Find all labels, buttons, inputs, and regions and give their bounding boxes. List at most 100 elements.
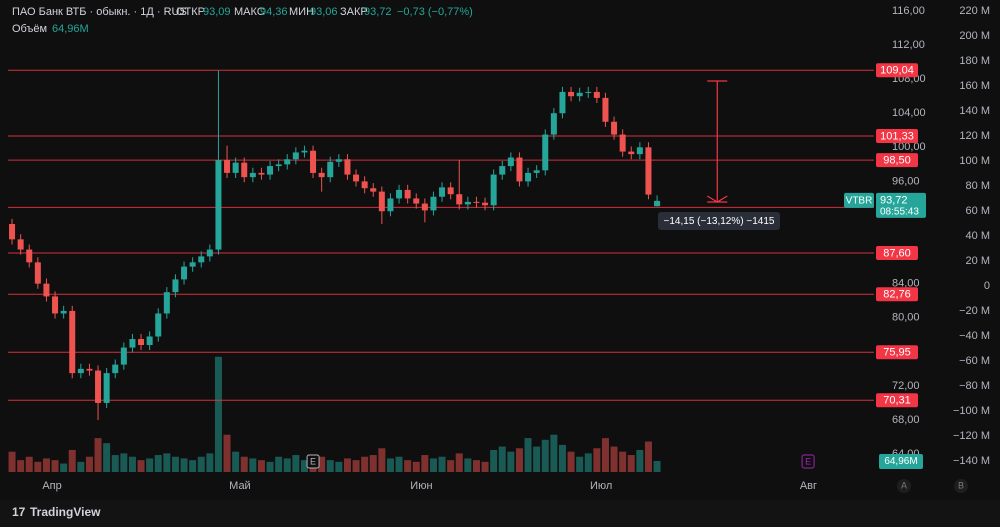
open: 93,09 (203, 6, 231, 18)
y2-tick-label: −40 M (959, 330, 990, 342)
volume-bar (429, 458, 437, 472)
volume-bar (644, 441, 652, 472)
y2-tick-label: 120 M (959, 130, 990, 142)
level-tag (876, 153, 918, 168)
y2-tick-label: 200 M (959, 30, 990, 42)
button-label[interactable]: B (958, 480, 964, 490)
y-tick-label: 116,00 (892, 5, 925, 17)
y2-tick-label: 20 M (966, 255, 990, 267)
volume-bar (249, 458, 257, 472)
volume-bar (197, 456, 205, 472)
y2-tick-label: 100 M (959, 155, 990, 167)
volume-bar (232, 451, 240, 472)
volume-bar (163, 453, 171, 472)
price-tag-label: 93,72 (880, 195, 908, 207)
volume-bar (507, 451, 515, 472)
candle-body (473, 201, 480, 203)
volume-bar (128, 456, 136, 472)
measure-arrow (706, 195, 728, 203)
candle-body (146, 336, 153, 346)
event-label: E (805, 456, 811, 466)
candle-body (533, 170, 540, 173)
candle-body (224, 160, 231, 173)
volume-bar (584, 453, 592, 472)
volume-bar (94, 438, 102, 472)
volume-label: Объём (12, 23, 47, 35)
button[interactable] (954, 479, 968, 493)
candle-body (353, 174, 360, 182)
candle-body (95, 370, 102, 403)
candle-body (645, 147, 652, 195)
candle-body (482, 202, 489, 206)
y2-tick-label: 80 M (966, 180, 990, 192)
candle-body (525, 172, 532, 182)
level-tag (876, 128, 918, 143)
low: 93,06 (310, 6, 338, 18)
volume-bar (601, 438, 609, 472)
volume-bar (515, 448, 523, 472)
level-label: 98,50 (883, 155, 911, 167)
volume-bar (498, 446, 506, 472)
candle-body (301, 150, 308, 153)
candle-body (611, 121, 618, 135)
symbol-tag (844, 192, 874, 208)
volume: 64,96M (52, 23, 89, 35)
volume-bar (77, 461, 85, 472)
candle-body (464, 201, 471, 205)
level-tag (876, 287, 918, 302)
candle-body (103, 373, 110, 403)
candle-body (585, 91, 592, 93)
candle-body (490, 174, 497, 206)
level-tag (876, 63, 918, 78)
level-label: 87,60 (883, 247, 911, 259)
volume-bar (490, 449, 498, 472)
level-label: 109,04 (880, 65, 914, 77)
measure-box (658, 212, 780, 231)
volume-bar (171, 456, 179, 472)
volume-bar (653, 460, 661, 472)
volume-bar (455, 453, 463, 472)
y-tick-label: 84,00 (892, 278, 920, 290)
volume-bar (636, 449, 644, 472)
level-tag (876, 393, 918, 408)
volume-bar (68, 449, 76, 472)
volume-tag-label: 64,96M (884, 456, 917, 467)
volume-bar (85, 456, 93, 472)
level-tag (876, 245, 918, 260)
level-label: 82,76 (883, 289, 911, 301)
candle-body (138, 339, 145, 346)
change: −0,73 (−0,77%) (397, 6, 473, 18)
volume-bar (352, 460, 360, 472)
volume-bar (404, 460, 412, 472)
volume-bar (421, 455, 429, 472)
open-label: ОТКР (176, 6, 205, 18)
candle-body (112, 364, 119, 374)
y2-tick-label: −100 M (953, 405, 990, 417)
candle-body (404, 189, 411, 199)
candle-body (189, 262, 196, 267)
volume-bar (292, 455, 300, 472)
candle-body (318, 172, 325, 178)
volume-bar (111, 455, 119, 472)
volume-bar (558, 444, 566, 472)
volume-bar (60, 463, 68, 472)
candle-body (499, 166, 506, 175)
candle-body (628, 151, 635, 155)
volume-bar (619, 451, 627, 472)
volume-bar (395, 456, 403, 472)
button-label[interactable]: A (901, 480, 907, 490)
volume-bar (524, 438, 532, 472)
volume-tag (879, 453, 923, 469)
y-tick-label: 68,00 (892, 414, 920, 426)
volume-bar (627, 455, 635, 472)
y2-tick-label: −20 M (959, 305, 990, 317)
candle-body (77, 368, 84, 374)
volume-bar (8, 451, 16, 472)
candle-body (292, 152, 299, 160)
candle-body (267, 166, 274, 175)
level-label: 75,95 (883, 347, 911, 359)
button[interactable] (897, 479, 911, 493)
volume-bar (137, 460, 145, 472)
y2-tick-label: 160 M (959, 80, 990, 92)
